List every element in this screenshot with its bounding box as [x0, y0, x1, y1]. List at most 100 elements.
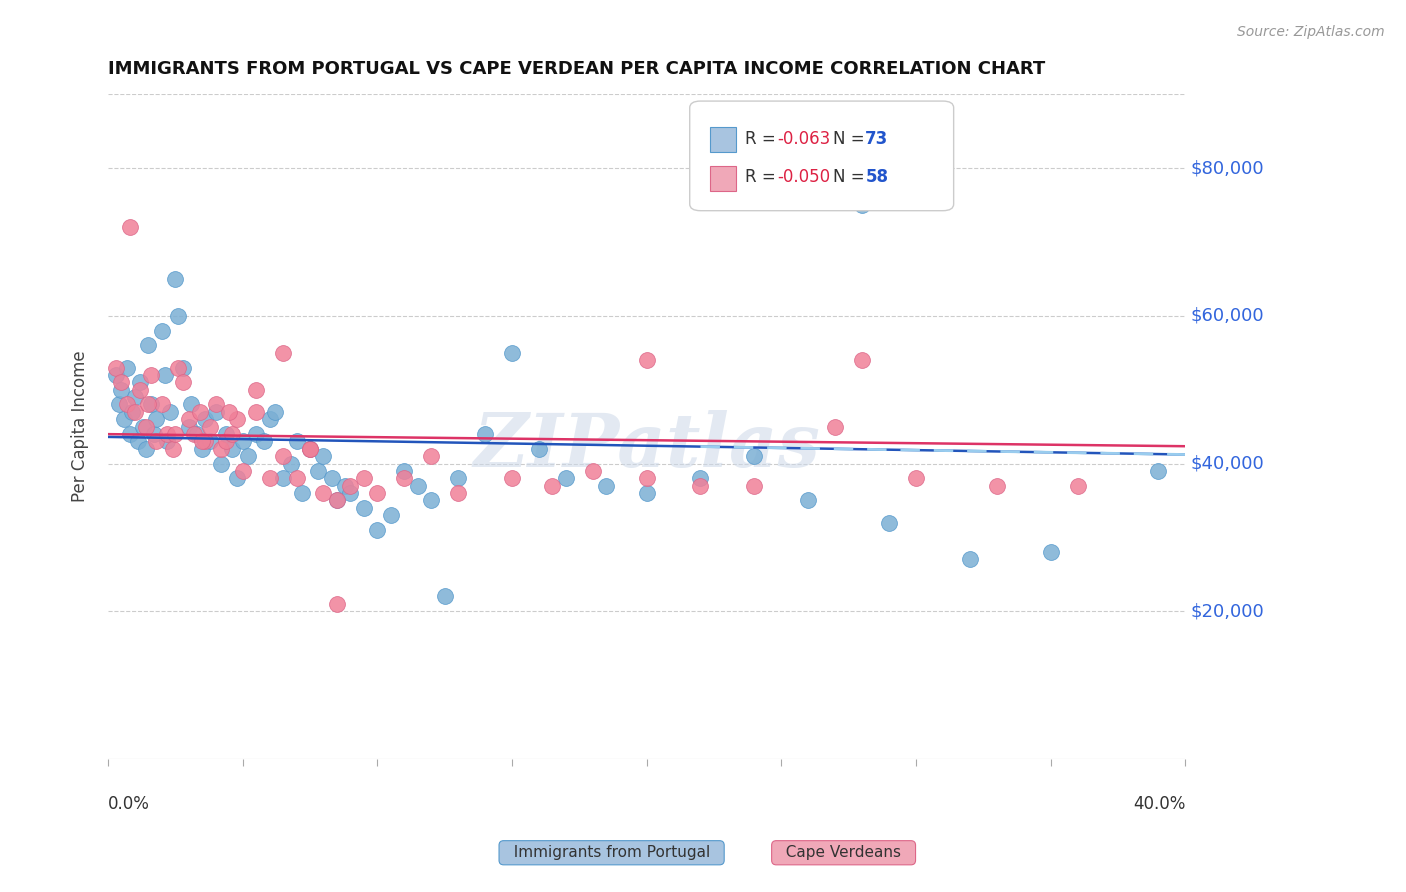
Point: [554, 471, 576, 485]
Point: [877, 516, 900, 530]
Point: [824, 419, 846, 434]
Point: [191, 442, 214, 456]
Point: [167, 309, 190, 323]
Point: [127, 434, 149, 449]
Point: [135, 442, 157, 456]
Text: $40,000: $40,000: [1191, 455, 1264, 473]
Point: [689, 478, 711, 492]
Text: N =: N =: [832, 169, 870, 186]
Point: [312, 486, 335, 500]
Text: IMMIGRANTS FROM PORTUGAL VS CAPE VERDEAN PER CAPITA INCOME CORRELATION CHART: IMMIGRANTS FROM PORTUGAL VS CAPE VERDEAN…: [108, 60, 1045, 78]
Point: [851, 353, 873, 368]
Point: [226, 471, 249, 485]
Point: [394, 464, 416, 478]
Point: [259, 471, 281, 485]
Text: 0.0%: 0.0%: [108, 796, 150, 814]
Point: [138, 338, 160, 352]
Point: [380, 508, 402, 523]
Point: [285, 471, 308, 485]
Point: [139, 368, 162, 382]
Text: $20,000: $20,000: [1191, 602, 1264, 620]
Point: [194, 434, 217, 449]
Point: [209, 442, 232, 456]
Point: [145, 412, 167, 426]
Point: [129, 376, 152, 390]
Point: [1039, 545, 1062, 559]
Point: [447, 471, 470, 485]
Point: [191, 434, 214, 449]
Point: [162, 442, 184, 456]
Point: [298, 442, 321, 456]
Point: [339, 478, 361, 492]
Point: [177, 412, 200, 426]
Point: [132, 419, 155, 434]
Point: [135, 419, 157, 434]
Text: Source: ZipAtlas.com: Source: ZipAtlas.com: [1237, 25, 1385, 39]
Point: [186, 427, 208, 442]
Point: [115, 397, 138, 411]
Point: [218, 405, 240, 419]
Point: [215, 427, 238, 442]
Text: -0.063: -0.063: [778, 130, 830, 148]
Point: [406, 478, 429, 492]
Text: 40.0%: 40.0%: [1133, 796, 1185, 814]
Point: [420, 449, 443, 463]
Point: [636, 471, 658, 485]
Point: [312, 449, 335, 463]
Point: [177, 419, 200, 434]
Point: [959, 552, 981, 566]
Bar: [710, 127, 735, 153]
Point: [226, 412, 249, 426]
Point: [200, 419, 222, 434]
Point: [129, 383, 152, 397]
Point: [271, 449, 294, 463]
Point: [145, 434, 167, 449]
Point: [167, 360, 190, 375]
Point: [744, 478, 766, 492]
Point: [150, 397, 173, 411]
Point: [153, 368, 176, 382]
Point: [744, 449, 766, 463]
Point: [209, 457, 232, 471]
Point: [188, 405, 211, 419]
Point: [264, 405, 287, 419]
Point: [851, 198, 873, 212]
Point: [142, 427, 165, 442]
Point: [271, 471, 294, 485]
Point: [259, 412, 281, 426]
Point: [298, 442, 321, 456]
Point: [326, 493, 349, 508]
Point: [245, 383, 267, 397]
Point: [986, 478, 1008, 492]
Point: [326, 597, 349, 611]
Point: [221, 442, 243, 456]
Point: [433, 590, 456, 604]
Text: $60,000: $60,000: [1191, 307, 1264, 325]
Point: [118, 427, 141, 442]
Text: Cape Verdeans: Cape Verdeans: [776, 846, 911, 860]
Point: [105, 360, 128, 375]
Text: 73: 73: [865, 130, 889, 148]
Point: [353, 500, 375, 515]
Point: [333, 478, 356, 492]
Point: [904, 471, 927, 485]
Point: [1066, 478, 1088, 492]
Point: [118, 220, 141, 235]
Point: [165, 272, 187, 286]
Text: Immigrants from Portugal: Immigrants from Portugal: [503, 846, 720, 860]
Point: [501, 346, 523, 360]
Point: [194, 412, 217, 426]
Point: [110, 383, 132, 397]
Point: [245, 405, 267, 419]
Text: 58: 58: [865, 169, 889, 186]
Point: [541, 478, 564, 492]
Text: $80,000: $80,000: [1191, 160, 1264, 178]
Point: [689, 471, 711, 485]
Point: [595, 478, 617, 492]
Point: [124, 390, 146, 404]
Point: [232, 464, 254, 478]
Point: [420, 493, 443, 508]
Point: [183, 427, 205, 442]
Point: [232, 434, 254, 449]
Point: [339, 486, 361, 500]
